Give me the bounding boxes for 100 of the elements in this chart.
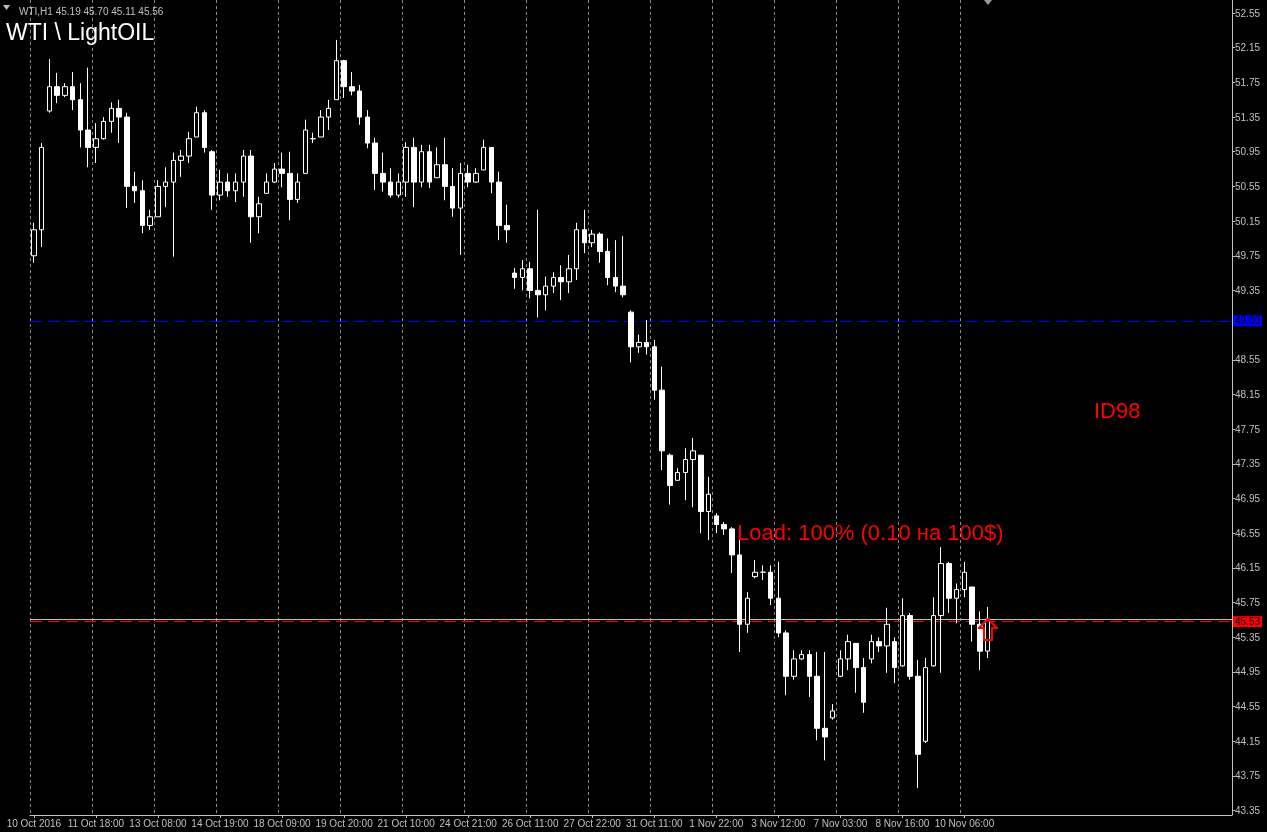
candlestick: [39, 142, 44, 248]
annotation: ID98: [1094, 397, 1141, 423]
candlestick: [47, 58, 52, 114]
candlestick: [256, 196, 262, 234]
candlestick: [171, 152, 176, 258]
candlestick: [582, 209, 587, 254]
candlestick: [884, 607, 890, 674]
y-tick-label: 46.55: [1235, 527, 1261, 539]
candlestick: [427, 144, 432, 189]
candlestick: [652, 339, 657, 401]
candlestick: [535, 209, 541, 318]
candlestick: [566, 254, 572, 294]
candlestick: [636, 334, 642, 354]
y-tick-label: 43.75: [1235, 770, 1261, 782]
x-tick-label: 21 Oct 10:00: [377, 817, 436, 829]
candlestick: [737, 539, 742, 653]
candlestick: [946, 561, 952, 614]
candlestick: [683, 447, 688, 501]
candlestick: [900, 597, 905, 668]
candlestick: [605, 237, 610, 286]
x-tick-label: 24 Oct 21:00: [439, 817, 498, 829]
x-tick-label: 3 Nov 12:00: [751, 817, 806, 829]
candlestick: [931, 596, 936, 668]
candlestick: [589, 229, 595, 248]
candlestick: [938, 546, 944, 674]
candlestick: [155, 179, 161, 218]
y-tick-label: 51.35: [1235, 111, 1261, 123]
candlestick: [178, 149, 184, 178]
candlestick: [752, 559, 758, 579]
candlestick: [644, 319, 649, 356]
candlestick: [396, 172, 401, 199]
y-tick-label: 44.95: [1235, 666, 1261, 678]
y-tick-label: 43.35: [1235, 805, 1261, 817]
candlestick: [512, 267, 517, 290]
y-tick-label: 48.15: [1235, 388, 1261, 400]
candlestick: [357, 84, 362, 126]
x-tick-label: 7 Nov 03:00: [813, 817, 868, 829]
x-tick-label: 18 Oct 09:00: [253, 817, 312, 829]
candlestick: [380, 152, 386, 193]
candlestick: [434, 146, 440, 179]
candlestick: [745, 591, 750, 634]
candlestick: [132, 171, 137, 204]
candlestick: [194, 106, 199, 138]
candlestick: [690, 437, 696, 508]
candlestick: [225, 172, 230, 198]
candlestick: [659, 366, 665, 471]
candlestick: [869, 634, 874, 664]
candlestick: [675, 467, 680, 481]
candlestick: [489, 146, 494, 194]
candlestick: [419, 144, 424, 188]
candlestick: [241, 149, 246, 198]
candlestick: [543, 276, 548, 311]
y-tick-label: 46.15: [1235, 562, 1261, 574]
y-tick-label: 52.15: [1235, 42, 1261, 54]
candlestick: [473, 167, 479, 184]
candlestick: [31, 222, 37, 264]
candlestick: [186, 131, 192, 164]
candlestick: [349, 71, 355, 96]
candlestick: [264, 172, 269, 194]
candlestick: [558, 264, 564, 301]
candlestick: [776, 561, 781, 638]
candlestick: [838, 649, 843, 678]
candlestick: [217, 169, 223, 201]
candlestick: [287, 151, 293, 221]
candlestick: [341, 59, 347, 99]
y-tick-label: 50.95: [1235, 146, 1261, 158]
x-tick-label: 14 Oct 19:00: [191, 817, 250, 829]
y-tick-label: 47.35: [1235, 458, 1261, 470]
candlestick: [807, 649, 812, 698]
candlestick: [403, 141, 409, 198]
candlestick: [496, 171, 502, 241]
candlestick: [70, 71, 75, 111]
candlestick: [597, 231, 603, 264]
y-tick-label: 52.55: [1235, 7, 1261, 19]
candlestick: [760, 564, 766, 581]
candlestick: [907, 612, 913, 681]
candlestick: [574, 222, 579, 281]
candlestick: [527, 261, 533, 299]
y-tick-label: 50.55: [1235, 180, 1261, 192]
candlestick: [721, 521, 727, 536]
candlestick: [147, 209, 153, 231]
candlestick: [109, 101, 114, 134]
candlestick: [791, 649, 797, 681]
candlestick: [465, 164, 471, 188]
candlestick: [78, 82, 83, 148]
candlestick: [628, 309, 634, 363]
candlestick: [54, 72, 60, 104]
text: WTI \ LightOIL: [6, 18, 155, 45]
x-tick-label: 1 Nov 22:00: [689, 817, 744, 829]
candlestick: [202, 109, 207, 154]
ref-line-label: 49.00: [1235, 315, 1261, 327]
candlestick: [845, 634, 851, 671]
candlestick: [714, 512, 719, 534]
y-tick-label: 47.75: [1235, 423, 1261, 435]
candlestick: [62, 82, 68, 98]
x-tick-label: 8 Nov 16:00: [875, 817, 930, 829]
x-tick-label: 31 Oct 11:00: [626, 817, 683, 829]
text: WTI,H1 45.19 45.70 45.11 45.56: [19, 5, 164, 17]
candlestick: [962, 561, 967, 598]
candlestick: [892, 636, 897, 684]
